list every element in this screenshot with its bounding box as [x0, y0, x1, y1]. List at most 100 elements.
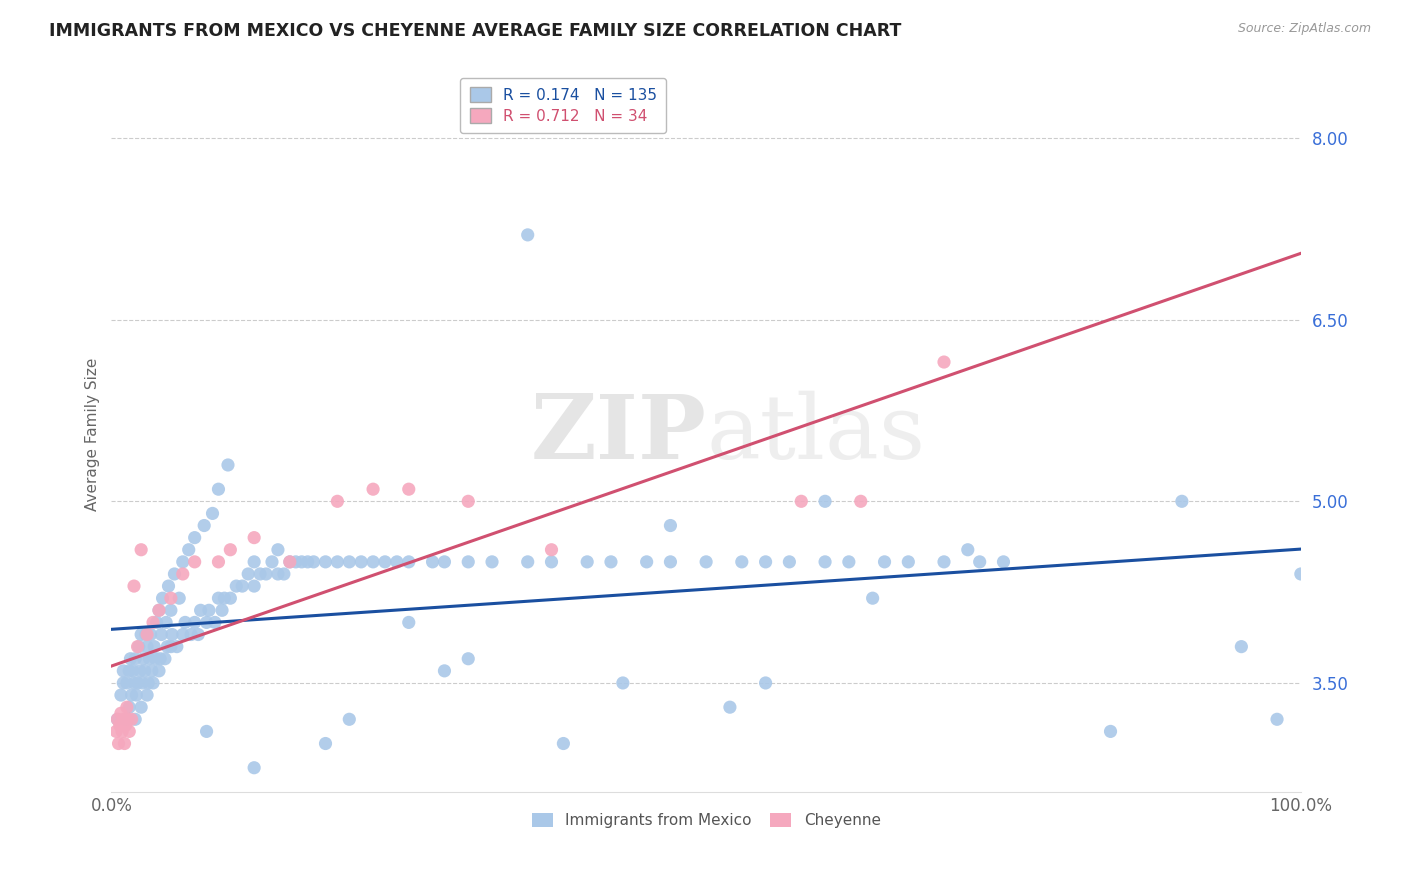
Point	[433, 555, 456, 569]
Point	[195, 724, 218, 739]
Point	[115, 700, 138, 714]
Point	[849, 494, 872, 508]
Point	[932, 355, 955, 369]
Point	[160, 603, 183, 617]
Y-axis label: Average Family Size: Average Family Size	[86, 358, 100, 511]
Point	[122, 676, 145, 690]
Point	[385, 555, 408, 569]
Point	[112, 664, 135, 678]
Text: IMMIGRANTS FROM MEXICO VS CHEYENNE AVERAGE FAMILY SIZE CORRELATION CHART: IMMIGRANTS FROM MEXICO VS CHEYENNE AVERA…	[49, 22, 901, 40]
Point	[124, 652, 146, 666]
Point	[214, 591, 236, 606]
Point	[114, 712, 136, 726]
Point	[873, 555, 896, 569]
Point	[731, 555, 754, 569]
Point	[278, 555, 301, 569]
Point	[932, 555, 955, 569]
Point	[108, 718, 131, 732]
Point	[111, 724, 134, 739]
Point	[457, 555, 479, 569]
Point	[315, 555, 337, 569]
Point	[1265, 712, 1288, 726]
Point	[117, 712, 139, 726]
Point	[139, 627, 162, 641]
Point	[112, 676, 135, 690]
Point	[195, 615, 218, 630]
Point	[814, 494, 837, 508]
Point	[174, 615, 197, 630]
Point	[177, 542, 200, 557]
Point	[172, 627, 194, 641]
Point	[337, 712, 360, 726]
Point	[540, 542, 562, 557]
Point	[790, 494, 813, 508]
Point	[374, 555, 396, 569]
Point	[422, 555, 444, 569]
Point	[201, 507, 224, 521]
Point	[110, 688, 132, 702]
Point	[398, 615, 420, 630]
Point	[612, 676, 634, 690]
Point	[183, 615, 205, 630]
Point	[127, 640, 149, 654]
Point	[361, 555, 384, 569]
Point	[695, 555, 717, 569]
Point	[211, 603, 233, 617]
Point	[302, 555, 325, 569]
Point	[121, 664, 143, 678]
Point	[1171, 494, 1194, 508]
Text: atlas: atlas	[706, 391, 925, 478]
Point	[163, 566, 186, 581]
Point	[167, 591, 190, 606]
Point	[398, 555, 420, 569]
Point	[157, 579, 180, 593]
Point	[121, 712, 143, 726]
Point	[219, 591, 242, 606]
Point	[659, 555, 682, 569]
Point	[1289, 566, 1312, 581]
Point	[225, 579, 247, 593]
Point	[315, 737, 337, 751]
Point	[516, 555, 538, 569]
Point	[166, 640, 188, 654]
Point	[155, 615, 177, 630]
Point	[118, 664, 141, 678]
Point	[553, 737, 575, 751]
Point	[540, 555, 562, 569]
Point	[243, 555, 266, 569]
Point	[198, 603, 221, 617]
Point	[193, 518, 215, 533]
Point	[273, 566, 295, 581]
Point	[160, 627, 183, 641]
Point	[152, 591, 174, 606]
Point	[136, 688, 159, 702]
Point	[150, 627, 173, 641]
Point	[600, 555, 623, 569]
Point	[576, 555, 599, 569]
Point	[110, 706, 132, 721]
Point	[204, 615, 226, 630]
Point	[149, 652, 172, 666]
Point	[148, 603, 170, 617]
Point	[718, 700, 741, 714]
Point	[187, 627, 209, 641]
Point	[136, 627, 159, 641]
Point	[115, 676, 138, 690]
Point	[337, 555, 360, 569]
Point	[516, 227, 538, 242]
Point	[1230, 640, 1253, 654]
Point	[138, 652, 160, 666]
Point	[112, 712, 135, 726]
Point	[160, 640, 183, 654]
Point	[457, 652, 479, 666]
Point	[249, 566, 271, 581]
Point	[136, 640, 159, 654]
Point	[183, 531, 205, 545]
Point	[118, 724, 141, 739]
Point	[350, 555, 373, 569]
Point	[145, 615, 167, 630]
Point	[636, 555, 658, 569]
Point	[814, 555, 837, 569]
Point	[136, 676, 159, 690]
Point	[291, 555, 314, 569]
